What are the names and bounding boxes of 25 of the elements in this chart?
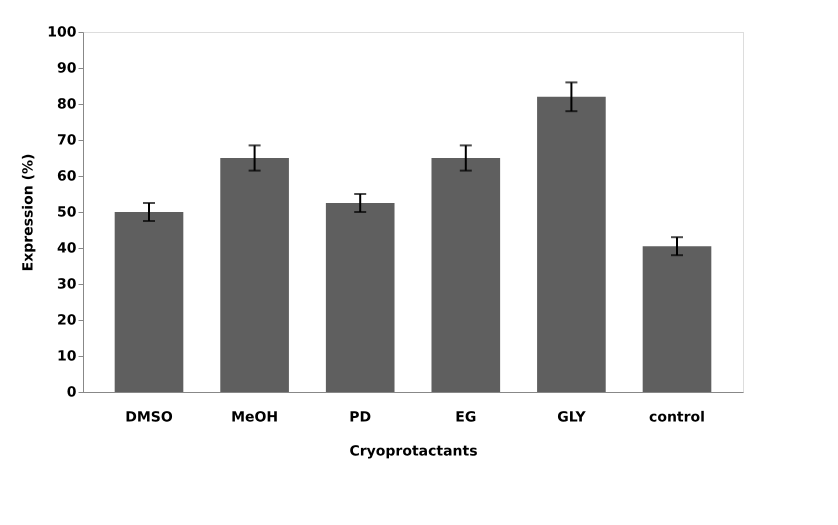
- y-tick-label: 10: [57, 348, 77, 364]
- x-axis-title: Cryoprotactants: [349, 444, 478, 460]
- bar: [114, 212, 184, 392]
- y-tick-label: 20: [57, 312, 77, 328]
- y-tick-label: 80: [57, 96, 77, 112]
- x-tick-label: GLY: [557, 410, 586, 426]
- y-tick-label: 90: [57, 60, 77, 76]
- x-tick-label: DMSO: [125, 410, 173, 426]
- x-tick-label: control: [649, 410, 705, 426]
- x-tick-label: EG: [455, 410, 476, 426]
- x-tick-label: MeOH: [231, 410, 278, 426]
- y-tick-label: 70: [57, 132, 77, 148]
- bar: [326, 203, 395, 392]
- y-tick-label: 60: [57, 168, 77, 184]
- bar: [642, 246, 712, 392]
- y-tick-label: 50: [57, 204, 77, 220]
- y-tick-label: 100: [47, 24, 77, 40]
- y-tick-label: 40: [57, 240, 77, 256]
- y-tick-label: 30: [57, 276, 77, 292]
- y-axis-title: Expression (%): [20, 154, 36, 272]
- x-tick-label: PD: [349, 410, 372, 426]
- bar: [431, 158, 500, 392]
- y-tick-label: 0: [66, 384, 77, 400]
- bar: [220, 158, 289, 392]
- bar: [537, 96, 606, 392]
